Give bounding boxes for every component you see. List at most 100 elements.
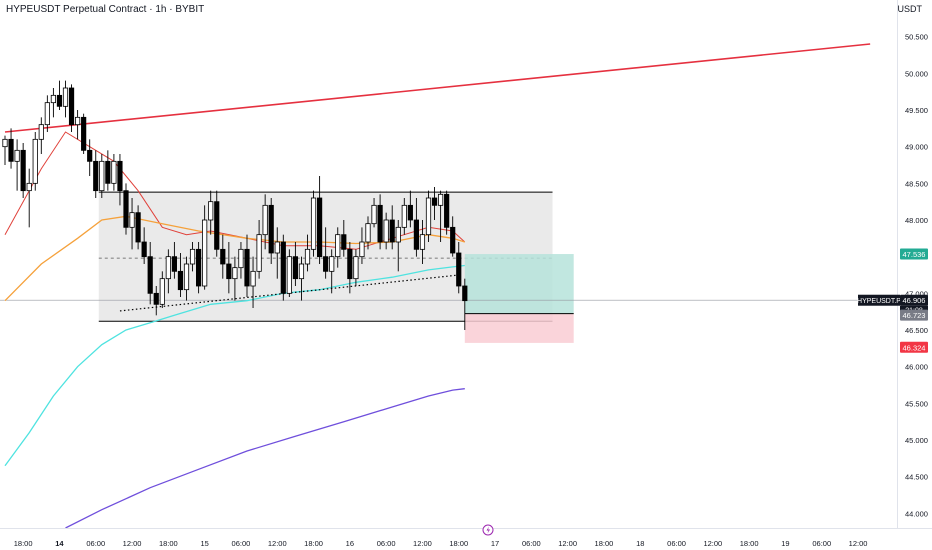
candle [117,154,123,206]
candle [286,249,292,297]
candle-body-up [32,138,38,184]
candle [68,84,75,132]
candle-body-down [93,160,99,192]
candle-body-up [419,234,426,250]
x-tick-label: 12:00 [558,539,577,548]
candle [431,187,438,220]
x-tick-label: 12:00 [413,539,432,548]
candle [419,220,426,264]
candle [87,139,93,176]
candle-body-up [310,197,317,250]
candle [44,95,50,132]
y-tick-label: 44.000 [905,509,928,518]
candle [147,242,153,305]
y-tick-label: 45.000 [905,436,928,445]
candle-body-up [359,241,365,258]
symbol-tag: HYPEUSDT.P [857,298,901,305]
candle-body-down [105,160,111,184]
candle [75,110,81,140]
candle [274,227,280,279]
candle-body-down [135,212,141,243]
candle [62,80,69,118]
candle [329,249,335,294]
candle-body-up [189,248,196,265]
candle [171,242,177,279]
candle [292,242,299,286]
candle [444,190,450,235]
candle-body-up [159,278,165,305]
candle-body-up [238,248,244,269]
entry-price-tag: 46.723 [903,311,926,320]
candle-body-up [250,270,256,287]
ema-line-ema_long [65,388,465,528]
candle-body-down [153,292,159,305]
last-price-tag-bg [900,294,928,306]
x-tick-label: 18 [636,539,644,548]
y-tick-label: 46.500 [905,326,928,335]
candle-body-up [365,223,371,243]
candle [226,242,232,294]
candle [395,220,401,272]
candle-body-down [377,204,383,243]
candle-body-down [268,204,274,254]
stop-price-tag: 46.324 [903,343,926,352]
candle [38,117,44,154]
x-tick-label: 16 [346,539,354,548]
candle [208,190,214,235]
candle-body-up [353,256,359,280]
last-price-tag: 46.906 [903,296,926,305]
candle [456,242,462,294]
candle-body-down [413,219,420,250]
event-marker-icon [482,524,494,536]
y-tick-label: 49.000 [905,143,928,152]
candle-body-down [456,252,462,287]
x-tick-label: 18:00 [159,539,178,548]
candle-body-up [437,193,444,206]
candle-body-up [75,116,81,126]
candle [304,234,311,272]
y-tick-label: 48.500 [905,179,928,188]
candle [232,256,238,301]
candle-body-down [81,116,87,151]
candle-body-down [117,160,123,192]
x-tick-label: 12:00 [123,539,142,548]
candle-body-down [171,256,177,272]
x-tick-label: 06:00 [812,539,831,548]
candle-body-up [26,182,32,192]
candle [377,194,383,250]
candle [189,242,196,272]
candle-body-down [316,197,323,258]
candle-body-down [444,193,450,228]
y-tick-label: 49.500 [905,106,928,115]
candle [93,150,99,198]
candle-body-up [286,256,292,294]
candle-body-down [214,201,220,250]
candle [401,198,407,235]
candle [141,227,147,264]
candle-body-down [431,197,438,206]
candle [195,242,202,294]
candle [202,205,208,290]
ascending-support-line [119,274,459,312]
y-tick-label: 45.500 [905,399,928,408]
candle [214,190,220,257]
candle-body-up [232,267,238,280]
candle-body-down [8,138,14,162]
x-tick-label: 12:00 [849,539,868,548]
candle [359,227,365,264]
candle [371,198,377,228]
x-tick-label: 14 [55,539,64,548]
x-tick-label: 18:00 [595,539,614,548]
x-tick-label: 06:00 [667,539,686,548]
stop-price-tag-bg [900,341,928,353]
candle [383,212,389,250]
candle-body-up [383,219,389,243]
candle [250,256,256,308]
position-stop-zone [464,313,574,343]
entry-price-tag-bg [900,309,928,321]
candle-body-up [335,234,341,258]
candle-body-up [202,219,208,287]
candle [347,242,353,294]
candle-body-up [44,102,50,126]
